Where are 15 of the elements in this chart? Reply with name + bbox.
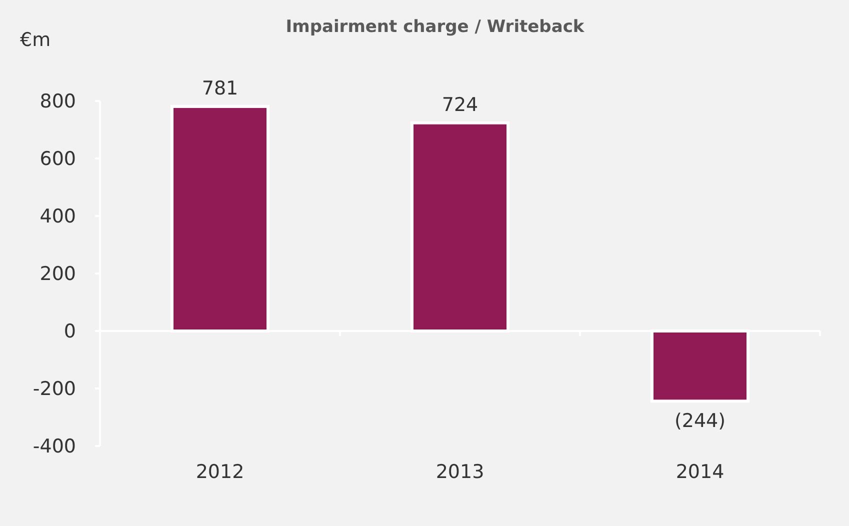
y-tick-label: 600 [40, 148, 76, 170]
x-tick-label: 2014 [676, 461, 724, 483]
data-label: (244) [674, 410, 726, 432]
chart-title: Impairment charge / Writeback [286, 17, 585, 37]
y-tick-label: 0 [64, 320, 76, 343]
data-label: 781 [202, 77, 238, 100]
y-tick-label: 200 [40, 263, 76, 286]
x-tick-label: 2012 [196, 461, 244, 483]
data-label: 724 [442, 94, 478, 116]
x-tick-label: 2013 [436, 461, 484, 483]
y-tick-label: -200 [32, 378, 76, 400]
y-tick-label: -400 [32, 436, 76, 458]
y-axis-title: €m [20, 29, 51, 51]
y-tick-label: 800 [40, 90, 76, 113]
y-tick-label: 400 [40, 206, 76, 228]
